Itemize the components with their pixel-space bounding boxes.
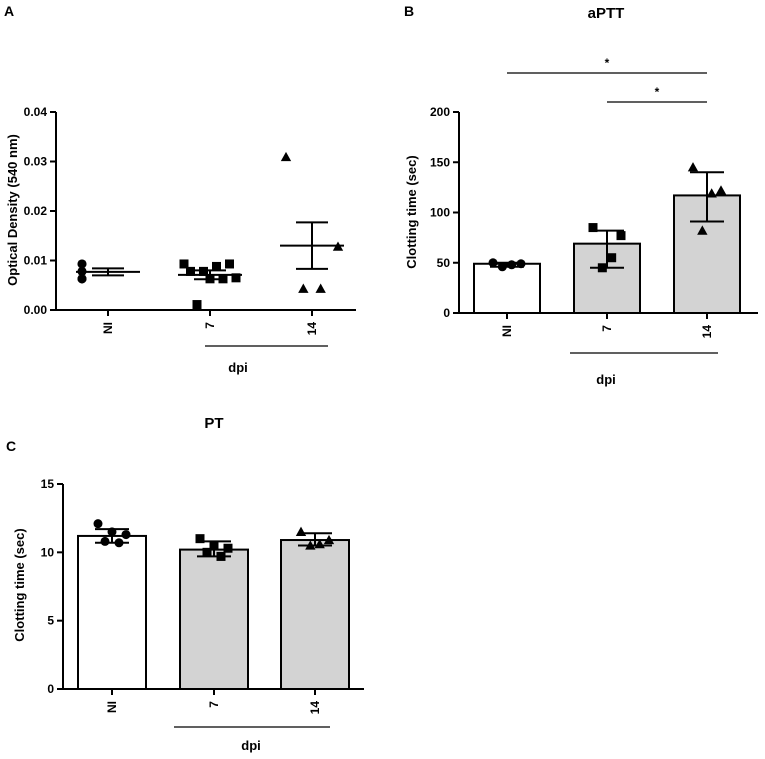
panel-b-xlabel: dpi xyxy=(596,372,616,387)
panel-a: A Optical Density (540 nm) dpi 0.00 0.01 0… xyxy=(4,3,356,375)
panel-a-point-7 xyxy=(218,274,228,284)
panel-b-label: B xyxy=(404,3,414,19)
panel-c-title: PT xyxy=(204,415,223,432)
panel-c-point-14 xyxy=(323,534,335,545)
panel-b-point-14 xyxy=(697,225,708,235)
panel-b-point-NI xyxy=(488,258,498,268)
panel-a-point-7 xyxy=(212,261,221,271)
panel-a-point-7 xyxy=(179,259,189,269)
panel-c-ytick-label: 5 xyxy=(47,614,54,628)
panel-a-point-14 xyxy=(315,283,326,293)
panel-a-xtick-label: NI xyxy=(101,322,115,334)
panel-b-ytick-label: 50 xyxy=(437,256,451,270)
panel-a-ytick-label: 0.01 xyxy=(24,254,48,268)
panel-c-point-NI xyxy=(93,519,103,529)
panel-c-ylabel: Clotting time (sec) xyxy=(12,528,27,641)
panel-a-point-14 xyxy=(280,151,292,162)
panel-a-xtick-label: 14 xyxy=(305,322,319,336)
panel-a-point-7 xyxy=(231,273,241,283)
panel-c-point-NI xyxy=(121,530,131,540)
panel-b-point-7 xyxy=(607,253,617,263)
panel-a-ylabel: Optical Density (540 nm) xyxy=(5,134,20,286)
panel-a-point-7 xyxy=(225,259,234,269)
panel-c-point-7 xyxy=(195,534,205,544)
panel-a-point-NI xyxy=(77,274,87,284)
panel-b: B aPTT Clotting time (sec) dpi 0 50 100 150… xyxy=(404,3,758,387)
panel-b-ytick-label: 150 xyxy=(430,155,450,169)
panel-a-ytick-label: 0.00 xyxy=(24,303,48,317)
panel-c-xtick-label: 7 xyxy=(207,701,221,708)
panel-c-xtick-label: NI xyxy=(105,701,119,713)
panel-b-ytick-label: 200 xyxy=(430,105,450,119)
panel-c-point-7 xyxy=(223,543,233,553)
panel-b-ylabel: Clotting time (sec) xyxy=(404,155,419,268)
panel-b-point-7 xyxy=(597,263,607,273)
panel-c-label: C xyxy=(6,438,16,454)
panel-a-ytick-label: 0.02 xyxy=(24,204,48,218)
panel-c-point-NI xyxy=(100,536,110,546)
panel-a-ytick-label: 0.04 xyxy=(24,105,48,119)
panel-c-point-NI xyxy=(114,538,124,548)
panel-c-point-NI xyxy=(107,527,117,537)
panel-a-point-7 xyxy=(192,300,202,310)
panel-a-point-NI xyxy=(77,266,87,276)
panel-b-xtick-label: 7 xyxy=(600,325,614,332)
panel-b-point-7 xyxy=(616,231,626,241)
panel-c-bar-7 xyxy=(179,548,249,690)
panel-b-point-7 xyxy=(588,223,598,233)
panel-c-point-7 xyxy=(209,541,219,550)
panel-b-bar-NI xyxy=(473,262,541,315)
panel-c-point-7 xyxy=(202,547,212,557)
panel-b-point-14 xyxy=(706,188,717,198)
panel-c-point-14 xyxy=(295,526,307,536)
panel-a-point-7 xyxy=(205,274,215,284)
panel-a-xtick-label: 7 xyxy=(203,322,217,329)
panel-c-ytick-label: 10 xyxy=(41,545,55,559)
panel-c-xtick-label: 14 xyxy=(308,701,322,715)
panel-a-label: A xyxy=(4,3,14,19)
panel-c-point-14 xyxy=(314,538,325,549)
panel-b-point-NI xyxy=(507,260,517,270)
panel-b-xtick-label: 14 xyxy=(700,325,714,339)
panel-b-point-NI xyxy=(516,259,526,269)
panel-b-ytick-label: 100 xyxy=(430,206,450,220)
panel-c-ytick-label: 0 xyxy=(47,682,54,696)
panel-b-significance-star: * xyxy=(605,56,610,70)
panel-b-point-14 xyxy=(687,162,699,172)
panel-b-point-NI xyxy=(497,262,507,272)
panel-c-point-7 xyxy=(216,551,226,561)
panel-a-ytick-label: 0.03 xyxy=(24,155,48,169)
panel-c-bar-14 xyxy=(280,539,350,690)
panel-a-point-14 xyxy=(332,241,344,251)
panel-a-xlabel: dpi xyxy=(228,360,248,375)
panel-a-point-7 xyxy=(186,266,195,276)
panel-b-significance-star: * xyxy=(655,85,660,99)
panel-b-point-14 xyxy=(715,185,727,195)
panel-c-point-14 xyxy=(305,540,316,550)
panel-b-title: aPTT xyxy=(588,5,625,22)
panel-a-point-14 xyxy=(298,283,309,293)
panel-c-ytick-label: 15 xyxy=(41,477,55,491)
panel-c-bar-NI xyxy=(77,534,147,691)
panel-c-xlabel: dpi xyxy=(241,738,261,753)
panel-a-point-7 xyxy=(199,266,208,276)
panel-c: C PT Clotting time (sec) dpi 0 5 10 15 NI 7 14 xyxy=(6,415,364,753)
panel-b-ytick-label: 0 xyxy=(443,306,450,320)
panel-a-point-NI xyxy=(77,259,87,269)
panel-b-xtick-label: NI xyxy=(500,325,514,337)
